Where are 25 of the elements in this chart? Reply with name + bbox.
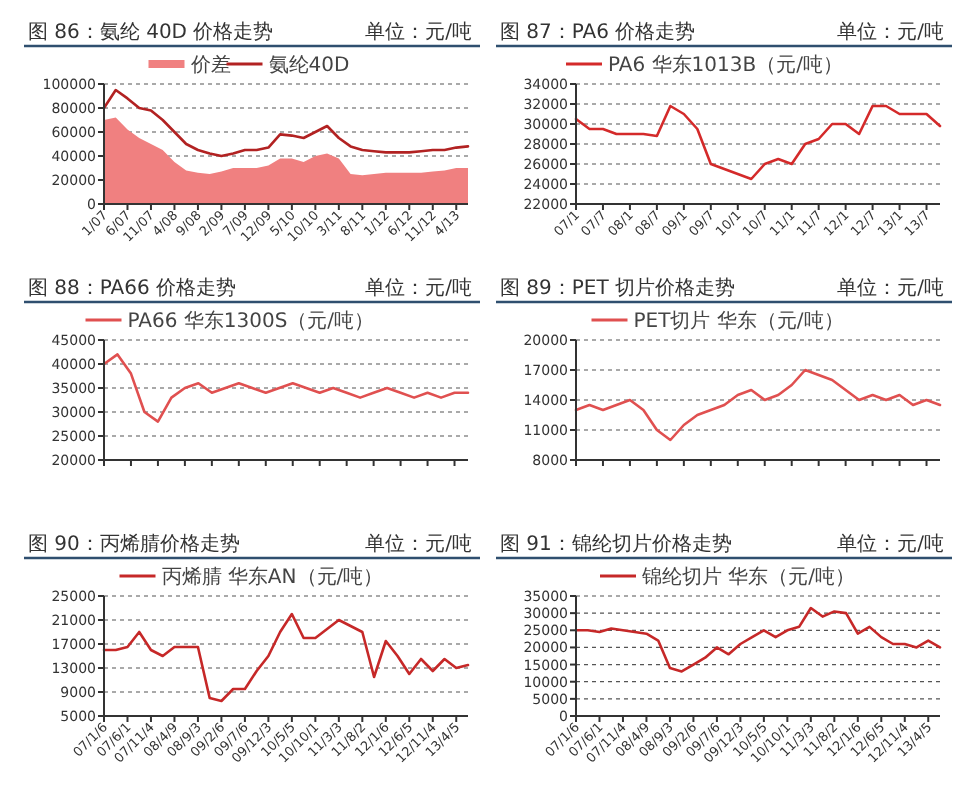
chart-subtitle: 单位：元/吨 xyxy=(365,532,472,556)
chart-title: 图 88：PA66 价格走势 xyxy=(28,276,237,300)
legend-label: 价差 xyxy=(188,53,231,77)
chart-subtitle: 单位：元/吨 xyxy=(365,20,472,44)
legend-label: 锦纶切片 华东（元/吨） xyxy=(640,565,856,589)
line-series xyxy=(574,368,942,442)
legend-label: PA66 华东1300S（元/吨） xyxy=(127,309,375,333)
chart-title: 图 91：锦纶切片价格走势 xyxy=(500,532,732,556)
chart-title: 图 90：丙烯腈价格走势 xyxy=(28,532,240,556)
line-series xyxy=(574,104,942,181)
chart-subtitle: 单位：元/吨 xyxy=(837,532,944,556)
chart-subtitle: 单位：元/吨 xyxy=(837,276,944,300)
line-series xyxy=(102,612,470,703)
chart-title: 图 86：氨纶 40D 价格走势 xyxy=(28,20,274,44)
legend-label: PET切片 华东（元/吨） xyxy=(633,309,844,333)
chart-title: 图 89：PET 切片价格走势 xyxy=(500,276,736,300)
line-series xyxy=(102,88,470,158)
legend-label: PA6 华东1013B（元/吨） xyxy=(608,53,843,77)
line-series xyxy=(574,606,942,673)
chart-subtitle: 单位：元/吨 xyxy=(365,276,472,300)
chart-title: 图 87：PA6 价格走势 xyxy=(500,20,696,44)
line-series xyxy=(102,353,470,423)
chart-subtitle: 单位：元/吨 xyxy=(837,20,944,44)
legend-label: 丙烯腈 华东AN（元/吨） xyxy=(161,565,384,589)
legend-label: 氨纶40D xyxy=(268,53,350,77)
